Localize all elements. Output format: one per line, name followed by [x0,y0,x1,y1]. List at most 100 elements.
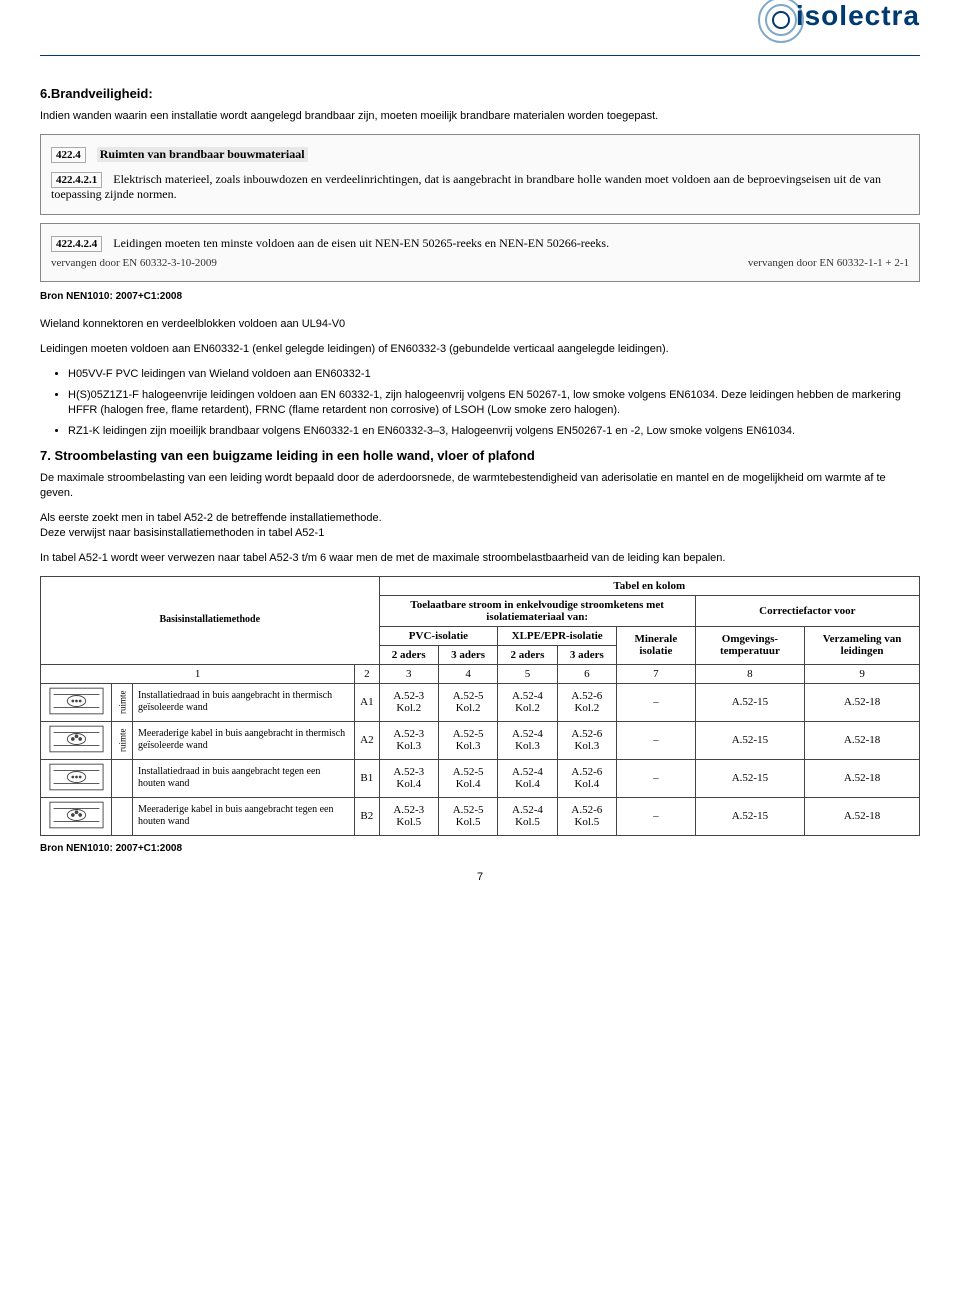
cable-icon-cell [41,683,112,721]
cell: A.52-3 Kol.4 [379,759,438,797]
row-desc: Installatiedraad in buis aangebracht in … [133,683,355,721]
header-rule [40,55,920,56]
th-verz: Verzameling van leidingen [805,626,920,664]
cell: A.52-3 Kol.3 [379,721,438,759]
cable-icon-cell [41,797,112,835]
th-omg: Omgevings-temperatuur [695,626,804,664]
row-desc: Meeraderige kabel in buis aangebracht te… [133,797,355,835]
installation-table: Basisinstallatiemethode Tabel en kolom T… [40,576,920,836]
table-row: Installatiedraad in buis aangebracht teg… [41,759,920,797]
cable-icon-cell [41,721,112,759]
colnum: 2 [355,664,379,683]
list-item: H05VV-F PVC leidingen van Wieland voldoe… [68,367,920,382]
handwritten-note: vervangen door EN 60332-3-10-2009 [51,257,217,269]
handwritten-note: vervangen door EN 60332-1-1 + 2-1 [748,257,909,269]
th-min: Minerale isolatie [617,626,696,664]
paragraph: De maximale stroombelasting van een leid… [40,471,920,501]
cell: A.52-18 [805,797,920,835]
row-code: B1 [355,759,379,797]
cell: A.52-15 [695,721,804,759]
clause-text: Leidingen moeten ten minste voldoen aan … [113,236,609,250]
colnum: 6 [557,664,616,683]
list-item: H(S)05Z1Z1-F halogeenvrije leidingen vol… [68,388,920,418]
scan-excerpt-1: 422.4 Ruimten van brandbaar bouwmateriaa… [40,134,920,215]
table-row: ruimteInstallatiedraad in buis aangebrac… [41,683,920,721]
page-number: 7 [40,871,920,883]
cell: A.52-18 [805,721,920,759]
row-code: A2 [355,721,379,759]
cell: A.52-15 [695,759,804,797]
paragraph: In tabel A52-1 wordt weer verwezen naar … [40,551,920,566]
cell: A.52-4 Kol.4 [498,759,557,797]
cell: A.52-5 Kol.5 [438,797,497,835]
colnum: 4 [438,664,497,683]
colnum: 7 [617,664,696,683]
cable-icon-cell [41,759,112,797]
side-label-empty [112,797,133,835]
brand-logo: isolectra [766,0,920,32]
th-sub: 3 aders [438,645,497,664]
cell: A.52-6 Kol.5 [557,797,616,835]
cell: – [617,683,696,721]
list-item: RZ1-K leidingen zijn moeilijk brandbaar … [68,424,920,439]
bullet-list: H05VV-F PVC leidingen van Wieland voldoe… [68,367,920,438]
cell: A.52-6 Kol.2 [557,683,616,721]
cell: A.52-6 Kol.4 [557,759,616,797]
clause-ref: 422.4.2.4 [51,236,102,252]
cell: A.52-15 [695,797,804,835]
cell: A.52-4 Kol.5 [498,797,557,835]
cell: A.52-5 Kol.4 [438,759,497,797]
paragraph: Als eerste zoekt men in tabel A52-2 de b… [40,511,920,541]
th-pvc: PVC-isolatie [379,626,498,645]
cell: A.52-3 Kol.5 [379,797,438,835]
clause-ref: 422.4 [51,147,86,163]
row-code: B2 [355,797,379,835]
th-basis: Basisinstallatiemethode [41,576,380,664]
source-citation: Bron NEN1010: 2007+C1:2008 [40,842,920,856]
colnum: 9 [805,664,920,683]
clause-ref: 422.4.2.1 [51,172,102,188]
row-desc: Meeraderige kabel in buis aangebracht in… [133,721,355,759]
colnum: 8 [695,664,804,683]
cell: A.52-5 Kol.2 [438,683,497,721]
row-code: A1 [355,683,379,721]
th-sub: 2 aders [379,645,438,664]
row-desc: Installatiedraad in buis aangebracht teg… [133,759,355,797]
scan-excerpt-2: 422.4.2.4 Leidingen moeten ten minste vo… [40,223,920,282]
th-tabel-kolom: Tabel en kolom [379,576,919,595]
th-sub: 3 aders [557,645,616,664]
section-6-intro: Indien wanden waarin een installatie wor… [40,109,920,124]
cell: – [617,759,696,797]
table-row: ruimteMeeraderige kabel in buis aangebra… [41,721,920,759]
table-row: Meeraderige kabel in buis aangebracht te… [41,797,920,835]
section-6-title: 6.Brandveiligheid: [40,86,920,101]
cell: – [617,721,696,759]
cell: A.52-4 Kol.2 [498,683,557,721]
cell: A.52-18 [805,683,920,721]
th-toelaat: Toelaatbare stroom in enkelvoudige stroo… [379,595,695,626]
cell: A.52-18 [805,759,920,797]
section-7-title: 7. Stroombelasting van een buigzame leid… [40,448,920,463]
cell: A.52-3 Kol.2 [379,683,438,721]
table-numrow: 1 2 3 4 5 6 7 8 9 [41,664,920,683]
th-xlpe: XLPE/EPR-isolatie [498,626,617,645]
cell: A.52-4 Kol.3 [498,721,557,759]
paragraph: Wieland konnektoren en verdeelblokken vo… [40,317,920,332]
source-citation: Bron NEN1010: 2007+C1:2008 [40,290,920,304]
brand-name: isolectra [766,0,920,31]
clause-text: Elektrisch materieel, zoals inbouwdozen … [51,172,881,201]
side-label-empty [112,759,133,797]
cell: – [617,797,696,835]
cell: A.52-6 Kol.3 [557,721,616,759]
clause-title: Ruimten van brandbaar bouwmateriaal [97,147,308,162]
colnum: 1 [41,664,355,683]
side-label: ruimte [112,683,133,721]
th-sub: 2 aders [498,645,557,664]
colnum: 3 [379,664,438,683]
th-corr: Correctiefactor voor [695,595,919,626]
colnum: 5 [498,664,557,683]
cell: A.52-5 Kol.3 [438,721,497,759]
cell: A.52-15 [695,683,804,721]
paragraph: Leidingen moeten voldoen aan EN60332-1 (… [40,342,920,357]
side-label: ruimte [112,721,133,759]
